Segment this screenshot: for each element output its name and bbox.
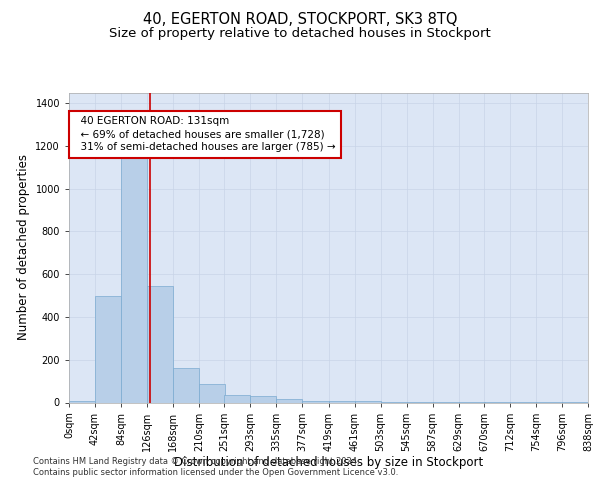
X-axis label: Distribution of detached houses by size in Stockport: Distribution of detached houses by size … xyxy=(174,456,483,469)
Text: Contains HM Land Registry data © Crown copyright and database right 2024.
Contai: Contains HM Land Registry data © Crown c… xyxy=(33,458,398,477)
Bar xyxy=(147,286,173,403)
Bar xyxy=(277,398,302,402)
Bar xyxy=(173,368,199,402)
Y-axis label: Number of detached properties: Number of detached properties xyxy=(17,154,30,340)
Text: 40, EGERTON ROAD, STOCKPORT, SK3 8TQ: 40, EGERTON ROAD, STOCKPORT, SK3 8TQ xyxy=(143,12,457,28)
Bar xyxy=(199,384,225,402)
Bar xyxy=(95,296,121,403)
Bar xyxy=(302,401,329,402)
Bar xyxy=(224,395,250,402)
Bar xyxy=(250,396,277,402)
Text: 40 EGERTON ROAD: 131sqm
  ← 69% of detached houses are smaller (1,728)
  31% of : 40 EGERTON ROAD: 131sqm ← 69% of detache… xyxy=(74,116,335,152)
Text: Size of property relative to detached houses in Stockport: Size of property relative to detached ho… xyxy=(109,28,491,40)
Bar xyxy=(121,152,147,402)
Bar xyxy=(329,401,355,402)
